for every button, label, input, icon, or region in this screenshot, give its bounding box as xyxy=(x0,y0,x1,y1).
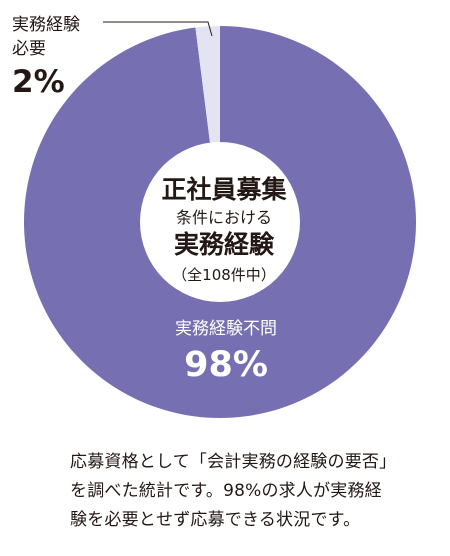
center-subtitle: 条件における xyxy=(176,208,272,227)
leader-line xyxy=(103,21,213,37)
slice-value-main: 98% xyxy=(184,345,268,385)
caption-line: 応募資格として「会計実務の経験の要否」 xyxy=(70,452,397,472)
center-heading: 実務経験 xyxy=(174,230,275,259)
center-hole xyxy=(140,142,300,302)
caption-line: 験を必要とせず応募できる状況です。 xyxy=(70,510,361,530)
slice-value-minor: 2% xyxy=(12,64,65,100)
donut-chart: 正社員募集 条件における 実務経験 （全108件中） 実務経験不問 98% 実務… xyxy=(12,15,417,418)
caption-line: を調べた統計です。98%の求人が実務経 xyxy=(70,481,382,501)
slice-label-main: 実務経験不問 xyxy=(175,319,277,339)
center-title: 正社員募集 xyxy=(161,175,287,204)
center-count: （全108件中） xyxy=(172,266,276,284)
slice-label-minor-line2: 必要 xyxy=(12,39,46,59)
caption: 応募資格として「会計実務の経験の要否」 を調べた統計です。98%の求人が実務経 … xyxy=(70,448,410,535)
slice-label-minor-line1: 実務経験 xyxy=(12,15,80,35)
